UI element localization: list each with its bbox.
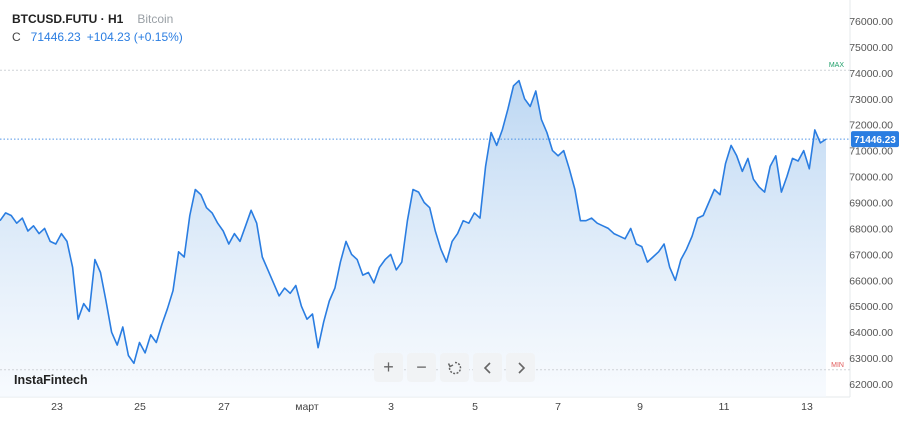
x-tick-label: 25: [134, 401, 146, 413]
scroll-left-button[interactable]: [473, 353, 502, 382]
y-tick-label: 75000.00: [849, 42, 893, 54]
y-tick-label: 70000.00: [849, 172, 893, 184]
y-tick-label: 66000.00: [849, 275, 893, 287]
y-tick-label: 73000.00: [849, 94, 893, 106]
y-tick-label: 74000.00: [849, 68, 893, 80]
y-tick-label: 64000.00: [849, 327, 893, 339]
minus-icon: −: [416, 357, 427, 377]
y-tick-label: 65000.00: [849, 301, 893, 313]
zoom-out-button[interactable]: −: [407, 353, 436, 382]
reset-icon: [447, 361, 461, 374]
max-label: MAX: [829, 62, 845, 69]
x-tick-label: 13: [801, 401, 813, 413]
y-tick-label: 68000.00: [849, 223, 893, 235]
close-label: C: [12, 30, 21, 44]
chart-toolbar: + −: [374, 353, 535, 382]
last-price-tag: [851, 131, 899, 148]
scroll-right-button[interactable]: [506, 353, 535, 382]
chart-legend: BTCUSD.FUTU · H1 Bitcoin C 71446.23 +104…: [12, 10, 183, 46]
close-price: 71446.23: [30, 30, 81, 44]
overlay-layer: MAX MIN 71446.23: [0, 62, 899, 371]
chevron-right-icon: [517, 361, 525, 374]
y-tick-label: 62000.00: [849, 379, 893, 391]
y-tick-label: 71000.00: [849, 146, 893, 158]
x-tick-label: март: [295, 401, 319, 413]
plus-icon: +: [383, 357, 394, 377]
x-axis: 23 25 27 март 3 5 7 9 11 13: [51, 401, 813, 413]
price-change: +104.23 (+0.15%): [86, 30, 183, 44]
chevron-left-icon: [483, 361, 491, 374]
zoom-in-button[interactable]: +: [374, 353, 403, 382]
symbol-label[interactable]: BTCUSD.FUTU · H1: [12, 12, 124, 26]
y-tick-label: 76000.00: [849, 16, 893, 28]
reset-button[interactable]: [440, 353, 469, 382]
x-tick-label: 23: [51, 401, 63, 413]
y-tick-label: 63000.00: [849, 353, 893, 365]
x-tick-label: 11: [719, 401, 730, 413]
plot-layer: [0, 79, 827, 397]
x-tick-label: 9: [637, 401, 643, 413]
y-axis: 62000.00 63000.00 64000.00 65000.00 66000.00…: [849, 16, 893, 391]
x-tick-label: 27: [218, 401, 230, 413]
brand-logo: InstaFintech: [14, 373, 88, 387]
y-tick-label: 72000.00: [849, 120, 893, 132]
x-tick-label: 3: [388, 401, 394, 413]
min-label: MIN: [831, 362, 844, 369]
x-tick-label: 5: [472, 401, 478, 413]
last-price-label: 71446.23: [854, 135, 896, 146]
series-line: [0, 79, 827, 365]
y-tick-label: 67000.00: [849, 249, 893, 261]
x-tick-label: 7: [555, 401, 561, 413]
series-area: [0, 80, 826, 397]
instrument-description: Bitcoin: [137, 12, 174, 26]
y-tick-label: 69000.00: [849, 198, 893, 210]
